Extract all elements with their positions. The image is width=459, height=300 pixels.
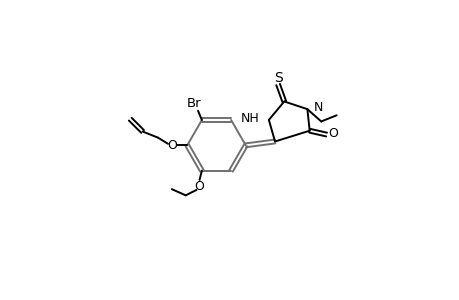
Text: NH: NH: [241, 112, 259, 125]
Text: Br: Br: [186, 97, 201, 110]
Text: N: N: [313, 101, 322, 114]
Text: O: O: [327, 127, 337, 140]
Text: S: S: [273, 70, 282, 85]
Text: O: O: [167, 139, 176, 152]
Text: O: O: [194, 180, 204, 193]
